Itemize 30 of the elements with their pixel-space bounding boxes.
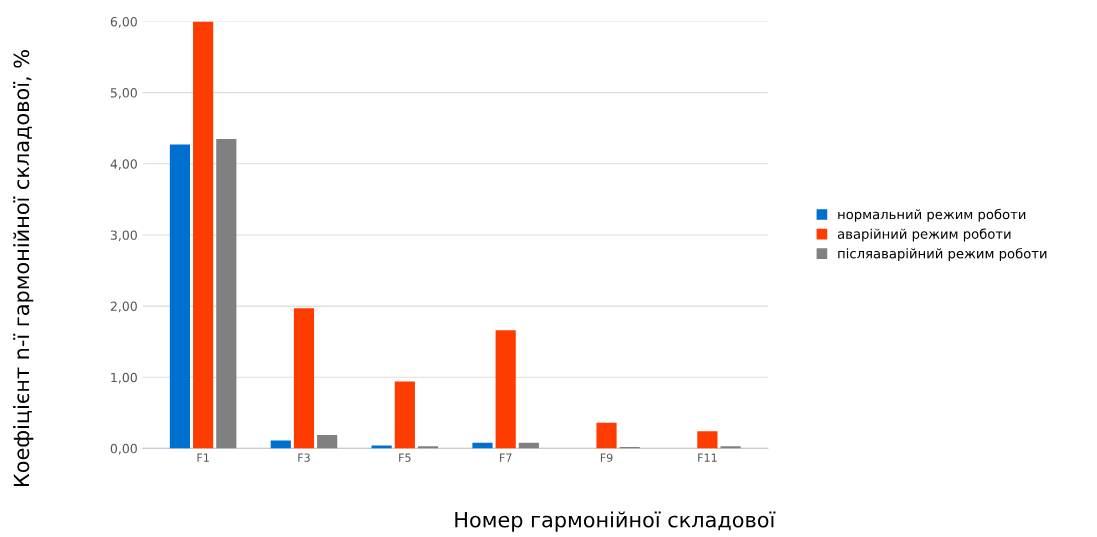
x-tick-label: F1 <box>197 453 209 462</box>
bar <box>293 308 315 449</box>
bar <box>495 330 516 449</box>
x-axis-title: Номер гармонійної складової <box>455 511 776 532</box>
bar <box>472 442 493 449</box>
legend-label: аварійний режим роботи <box>837 228 1011 242</box>
x-tick-label: F9 <box>600 453 613 462</box>
y-tick-label: 4,00 <box>110 159 137 170</box>
bar <box>596 422 617 449</box>
x-tick-label: F3 <box>298 453 310 462</box>
x-tick-label: F7 <box>500 453 512 462</box>
legend-label: післяаварійний режим роботи <box>838 248 1047 262</box>
bar <box>169 144 191 449</box>
y-tick-label: 6,00 <box>110 16 137 28</box>
y-tick-label: 0,00 <box>110 443 137 455</box>
bar <box>697 431 718 449</box>
bar <box>216 138 237 449</box>
y-axis-title: Коефіцієнт n-ї гармонійної складової, % <box>13 50 34 487</box>
bar <box>193 21 214 449</box>
y-tick-label: 1,00 <box>111 372 137 384</box>
bar <box>394 381 415 449</box>
x-tick-label: F11 <box>698 453 717 462</box>
y-tick-label: 5,00 <box>110 88 137 99</box>
legend-label: нормальний режим роботи <box>838 208 1026 222</box>
y-tick-label: 3,00 <box>110 230 137 242</box>
x-tick-label: F5 <box>399 453 411 462</box>
bar <box>417 446 439 449</box>
y-tick-label: 2,00 <box>110 301 137 313</box>
bar <box>317 434 338 449</box>
bar <box>720 446 741 449</box>
